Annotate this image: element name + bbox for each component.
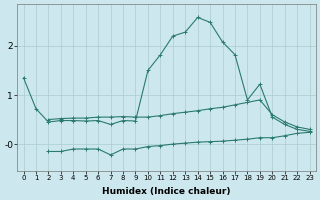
X-axis label: Humidex (Indice chaleur): Humidex (Indice chaleur)	[102, 187, 231, 196]
